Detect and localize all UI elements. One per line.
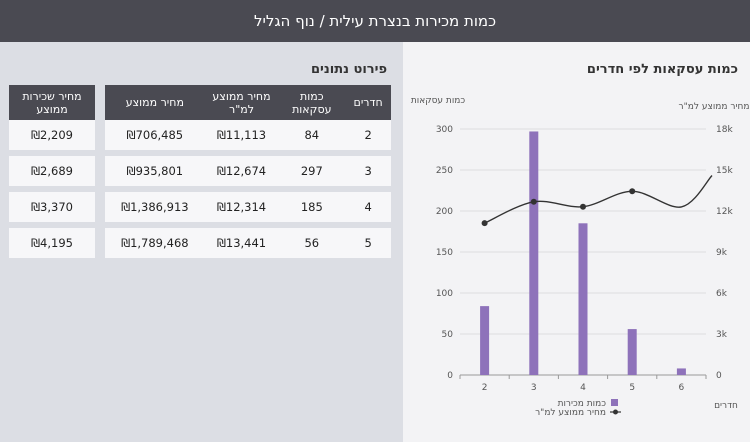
y2-tick-label: 9k	[716, 248, 728, 258]
y-tick-label: 250	[436, 166, 453, 176]
y2-axis-title: מחיר ממוצע למ"ר	[679, 102, 750, 112]
y2-tick-label: 12k	[716, 207, 733, 217]
col-avg-price: מחיר ממוצע	[105, 85, 205, 120]
y-tick-label: 0	[447, 371, 453, 381]
cell-avg-price: ₪935,801	[105, 153, 205, 192]
price-point-2	[481, 220, 488, 227]
x-tick-label: 6	[679, 383, 685, 393]
y-tick-label: 200	[436, 207, 453, 217]
chart: 300 18k 250 15k 200 12k 150 9k 100 6k 50 3k 0 0 כמות ע…	[411, 96, 750, 418]
x-axis-title: חדרים	[714, 401, 738, 411]
cell-rooms: 2	[345, 120, 391, 156]
bar-5	[627, 329, 637, 375]
cell-deals: 297	[278, 153, 346, 192]
cell-price-per-sqm: ₪12,314	[204, 189, 279, 228]
legend-bar-label: כמות מכירות	[558, 399, 607, 409]
table-row: 4 185 ₪12,314 ₪1,386,913	[105, 189, 391, 228]
table-row: 3 297 ₪12,674 ₪935,801	[105, 153, 391, 192]
cell-avg-price: ₪706,485	[105, 120, 205, 156]
cell-price-per-sqm: ₪13,441	[204, 225, 279, 264]
cell-avg-rent: ₪2,689	[9, 153, 95, 192]
legend-line-label: מחיר ממוצע למ"ר	[535, 408, 606, 418]
price-point-5	[629, 188, 636, 195]
cell-deals: 84	[278, 120, 346, 156]
cell-rooms: 5	[345, 225, 391, 264]
details-table: חדרים כמות עסקאות מחיר ממוצע למ"ר מחיר מ…	[105, 85, 391, 264]
cell-rooms: 3	[345, 153, 391, 192]
details-panel: פירוט נתונים חדרים כמות עסקאות מחיר ממוצ…	[0, 42, 403, 442]
col-price-per-sqm: מחיר ממוצע למ"ר	[204, 85, 279, 120]
chart-title: כמות עסקאות לפי חדרים	[586, 62, 738, 77]
table-row: ₪2,689	[9, 153, 95, 192]
page-title: כמות מכירות בנצרת עילית / נוף הגליל	[253, 12, 497, 30]
cell-price-per-sqm: ₪11,113	[204, 120, 279, 156]
rent-table: מחיר שכירות ממוצע ₪2,209 ₪2,689 ₪3,370 ₪…	[9, 85, 95, 264]
y-tick-label: 300	[436, 125, 453, 135]
col-deals: כמות עסקאות	[278, 85, 346, 120]
x-tick-label: 5	[629, 383, 635, 393]
price-point-4	[580, 203, 586, 210]
y2-tick-label: 18k	[716, 125, 733, 135]
table-row: ₪4,195	[9, 225, 95, 264]
bar-6	[676, 368, 686, 375]
col-avg-rent: מחיר שכירות ממוצע	[9, 85, 95, 120]
y-axis-title: כמות עסקאות	[411, 96, 466, 106]
chart-panel: כמות עסקאות לפי חדרים 300 18k 250 15k 200 12k…	[403, 42, 750, 442]
table-row: ₪2,209	[9, 120, 95, 156]
x-tick-label: 4	[580, 383, 586, 393]
details-title: פירוט נתונים	[310, 62, 387, 77]
bar-4	[578, 223, 588, 375]
cell-deals: 56	[278, 225, 346, 264]
x-tick-label: 2	[482, 383, 488, 393]
legend-bar-swatch	[611, 399, 618, 406]
cell-avg-rent: ₪4,195	[9, 225, 95, 264]
table-row: 5 56 ₪13,441 ₪1,789,468	[105, 225, 391, 264]
x-tick-label: 3	[531, 383, 537, 393]
cell-avg-price: ₪1,789,468	[105, 225, 205, 264]
cell-rooms: 4	[345, 189, 391, 228]
cell-avg-rent: ₪2,209	[9, 120, 95, 156]
y2-tick-label: 3k	[716, 330, 728, 340]
y-tick-label: 50	[442, 330, 454, 340]
y2-tick-label: 0	[716, 371, 722, 381]
table-row: ₪3,370	[9, 189, 95, 228]
y2-tick-label: 6k	[716, 289, 728, 299]
col-rooms: חדרים	[345, 85, 391, 120]
table-row: 2 84 ₪11,113 ₪706,485	[105, 120, 391, 156]
bar-3	[529, 131, 539, 375]
cell-avg-price: ₪1,386,913	[105, 189, 205, 228]
header-bar: כמות מכירות בנצרת עילית / נוף הגליל	[0, 0, 750, 42]
legend-line-marker	[613, 409, 618, 415]
y-tick-label: 150	[436, 248, 453, 258]
y2-tick-label: 15k	[716, 166, 733, 176]
cell-avg-rent: ₪3,370	[9, 189, 95, 228]
y-tick-label: 100	[436, 289, 453, 299]
cell-price-per-sqm: ₪12,674	[204, 153, 279, 192]
cell-deals: 185	[278, 189, 346, 228]
price-line	[484, 174, 713, 224]
price-point-3	[530, 198, 537, 205]
bar-2	[480, 306, 490, 375]
